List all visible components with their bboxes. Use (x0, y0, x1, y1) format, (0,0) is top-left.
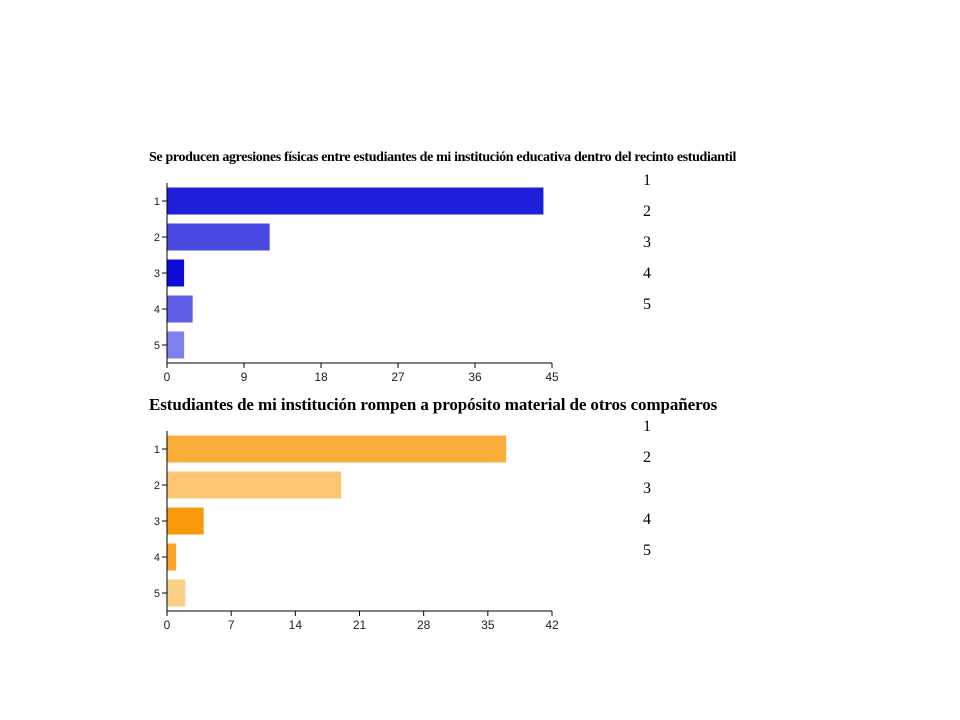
legend-item: 4 (643, 265, 651, 282)
bar (167, 543, 177, 571)
y-tick-label: 3 (154, 268, 160, 280)
x-tick-label: 36 (468, 370, 482, 384)
bar (167, 435, 507, 463)
x-tick-label: 42 (545, 618, 559, 632)
bar (167, 259, 185, 287)
bar (167, 471, 342, 499)
bar (167, 507, 204, 535)
y-tick-label: 5 (154, 340, 160, 352)
y-tick-label: 4 (154, 552, 160, 564)
x-tick-label: 7 (228, 618, 235, 632)
legend-item: 4 (643, 511, 651, 528)
bar-chart-material: 1 2 3 4 5 0 7 14 21 28 35 42 (154, 431, 559, 632)
y-tick-label: 3 (154, 516, 160, 528)
x-tick-label: 35 (481, 618, 495, 632)
legend-item: 2 (643, 203, 651, 220)
x-tick-label: 45 (545, 370, 559, 384)
legend-item: 3 (643, 234, 651, 251)
legend: 1 2 3 4 5 (643, 172, 683, 332)
x-tick-label: 14 (289, 618, 303, 632)
bar (167, 579, 186, 607)
bar (167, 223, 270, 251)
x-tick-label: 28 (417, 618, 431, 632)
y-tick-label: 2 (154, 232, 160, 244)
legend-item: 2 (643, 449, 651, 466)
legend: 1 2 3 4 5 (643, 418, 683, 578)
bar (167, 331, 185, 359)
x-tick-label: 21 (353, 618, 367, 632)
x-tick-label: 9 (241, 370, 248, 384)
bar (167, 187, 544, 215)
y-tick-label: 1 (154, 444, 160, 456)
bar (167, 295, 193, 323)
chart-title: Se producen agresiones físicas entre est… (149, 150, 736, 165)
x-tick-label: 18 (314, 370, 328, 384)
y-tick-label: 5 (154, 588, 160, 600)
x-tick-label: 27 (391, 370, 405, 384)
y-tick-label: 1 (154, 196, 160, 208)
chart-title: Estudiantes de mi institución rompen a p… (149, 395, 718, 414)
y-tick-label: 2 (154, 480, 160, 492)
legend-item: 5 (643, 296, 651, 313)
legend-item: 1 (643, 172, 651, 189)
x-tick-label: 0 (164, 370, 171, 384)
legend-item: 1 (643, 418, 651, 435)
legend-item: 3 (643, 480, 651, 497)
y-tick-label: 4 (154, 304, 160, 316)
legend-item: 5 (643, 542, 651, 559)
x-tick-label: 0 (164, 618, 171, 632)
